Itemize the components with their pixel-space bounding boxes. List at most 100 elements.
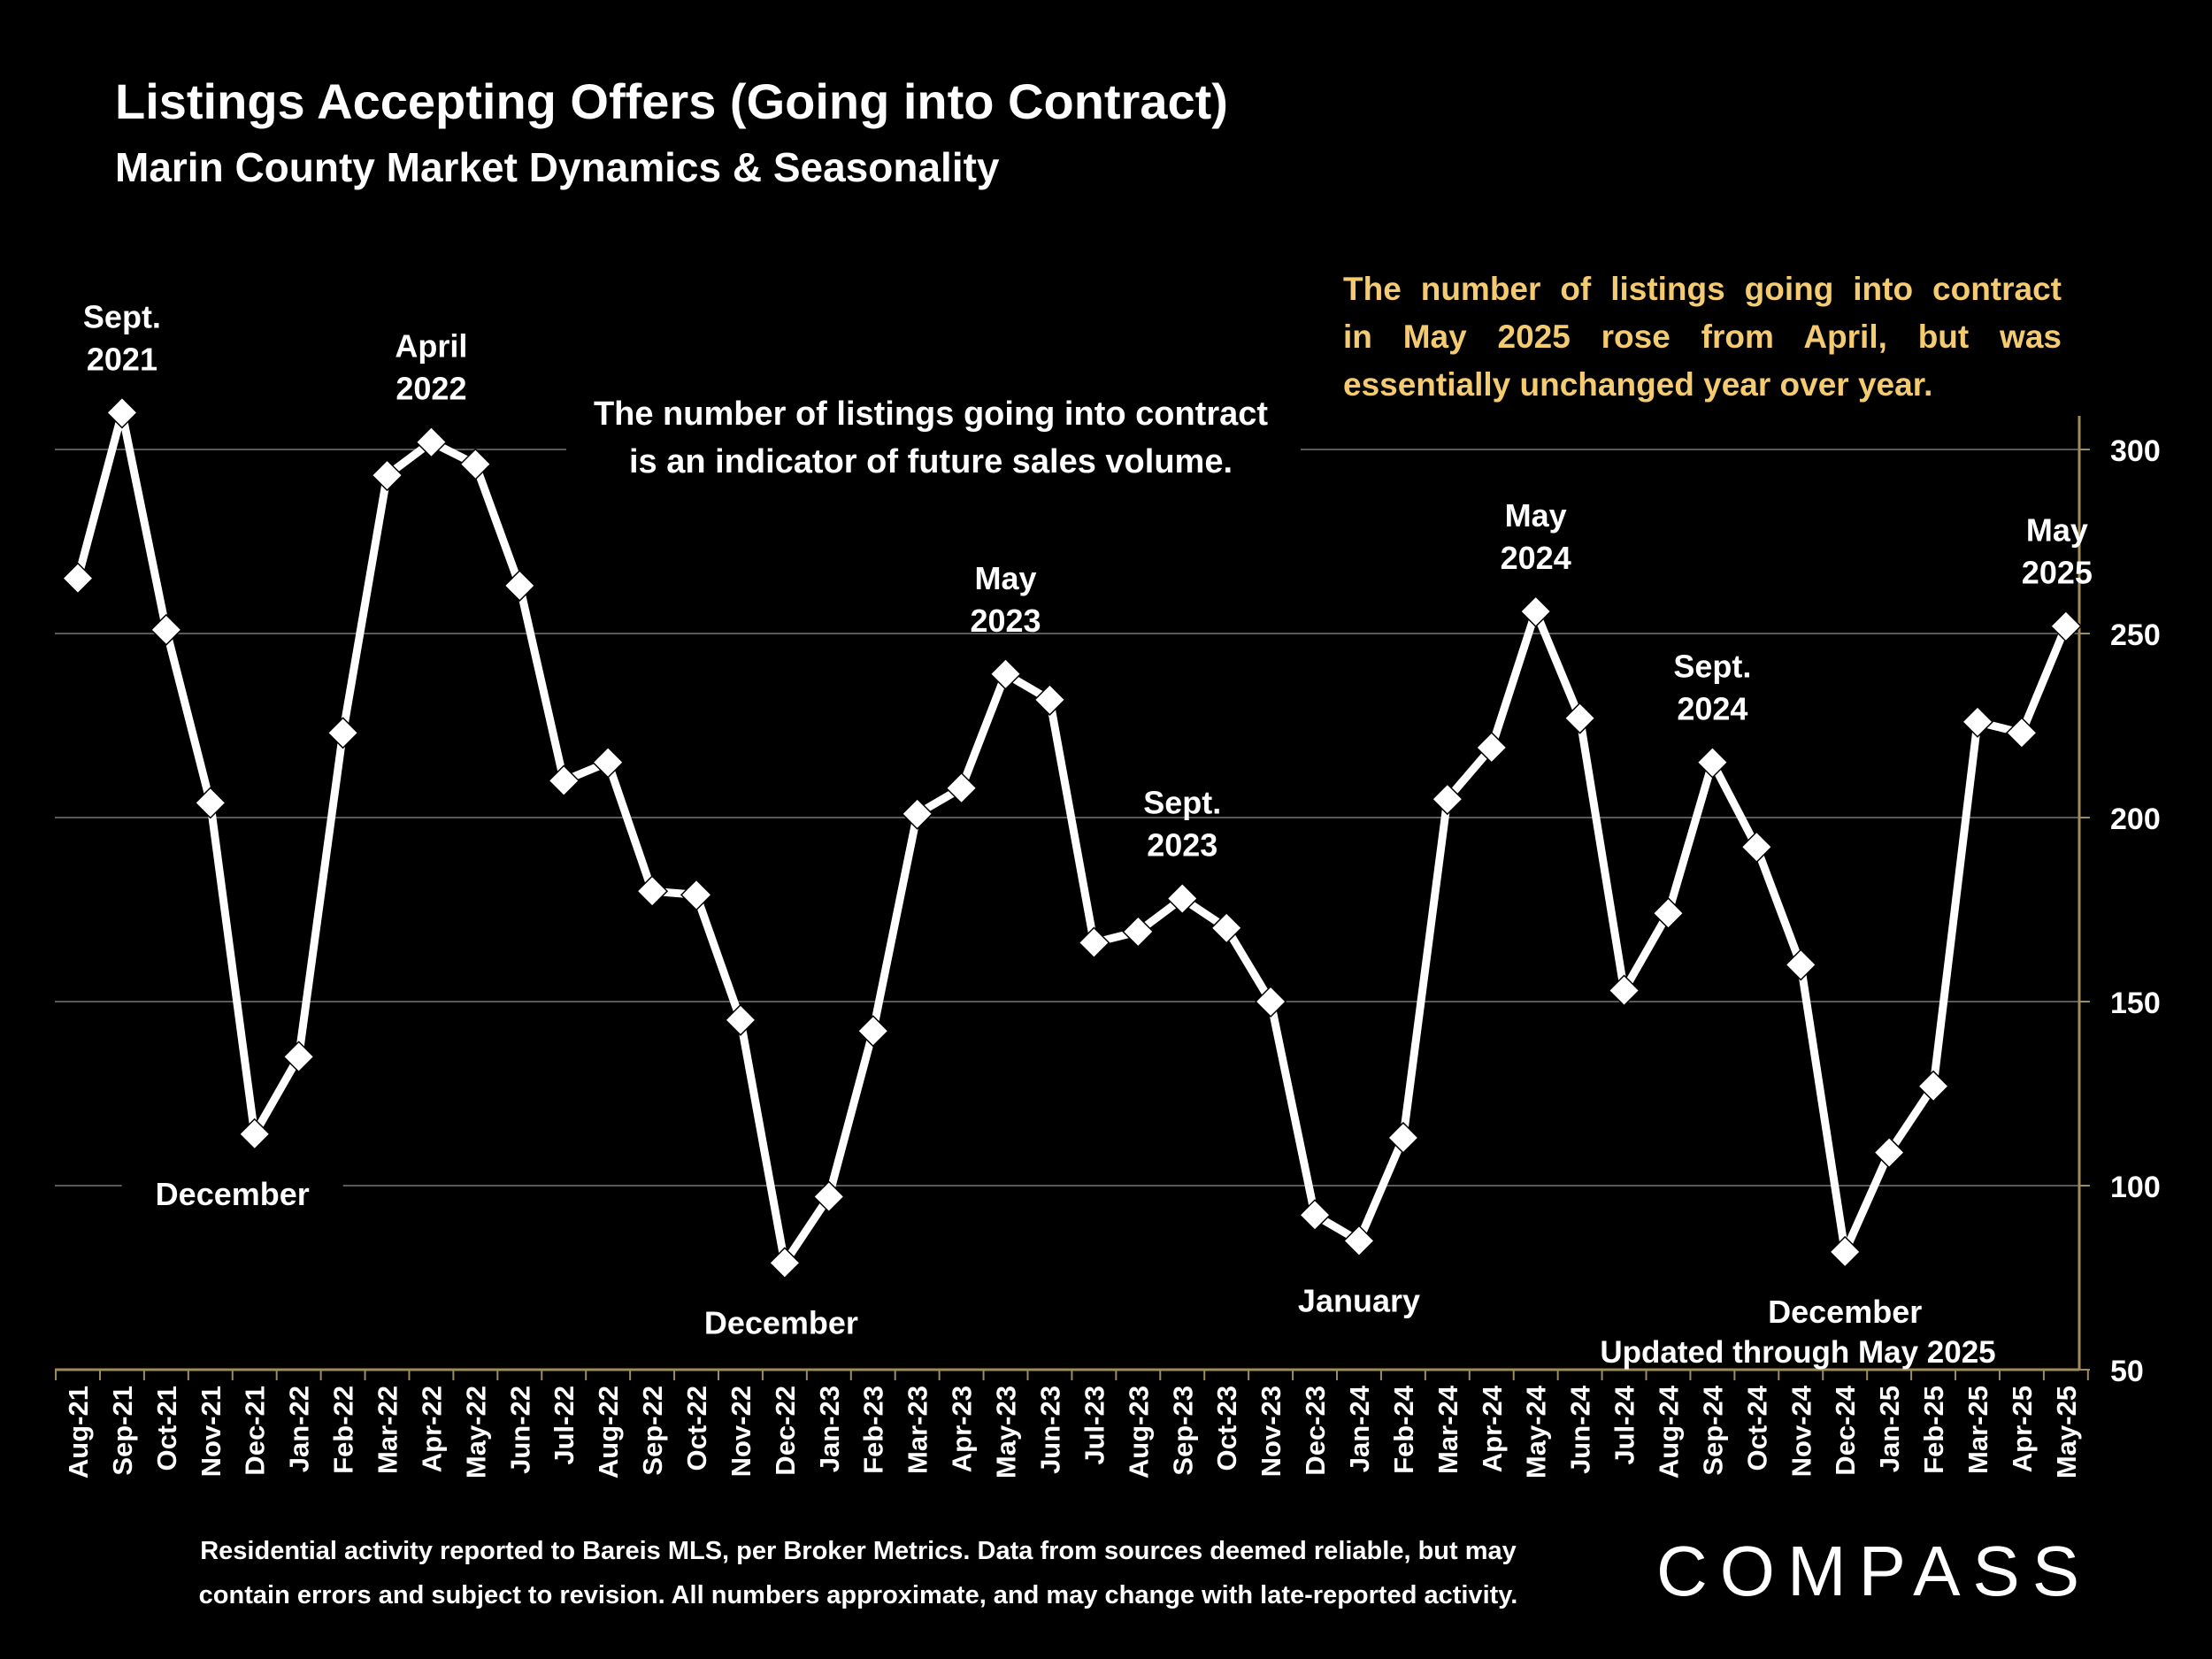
x-tick-label: May-24 <box>1521 1385 1552 1479</box>
x-tick-labels: Aug-21 Sep-21 Oct-21 Nov-21 Dec-21 Jan-22 Feb-… <box>63 1385 2082 1479</box>
annotation-label: Sept. <box>1673 649 1751 685</box>
annotation-label: 2021 <box>87 341 157 377</box>
footer-line: contain errors and subject to revision. … <box>198 1581 1518 1609</box>
x-tick-label: Feb-22 <box>328 1386 359 1474</box>
data-point-marker <box>1078 926 1110 959</box>
data-point-marker <box>194 787 227 819</box>
annotation-label: December <box>156 1176 310 1212</box>
x-tick-label: Mar-22 <box>373 1386 403 1474</box>
data-point-marker <box>945 772 978 804</box>
x-tick-label: Jun-23 <box>1034 1386 1065 1474</box>
white-commentary-line: is an indicator of future sales volume. <box>629 443 1233 480</box>
data-point-marker <box>1210 911 1243 944</box>
gold-commentary-line: in May 2025 rose from April, but was <box>1343 319 2062 355</box>
annotation-label: December <box>1768 1294 1922 1330</box>
x-tick-label: Apr-23 <box>947 1386 978 1472</box>
x-tick-label: Nov-21 <box>196 1386 227 1477</box>
data-point-marker <box>1696 746 1729 779</box>
x-tick-label: Mar-23 <box>902 1386 933 1474</box>
x-tick-label: Sep-23 <box>1167 1386 1198 1476</box>
data-point-marker <box>1873 1136 1906 1169</box>
x-tick-label: May-23 <box>991 1386 1022 1479</box>
data-point-marker <box>856 1015 889 1048</box>
x-tick-label: Dec-21 <box>240 1386 271 1476</box>
x-tick-label: Apr-22 <box>416 1386 447 1472</box>
updated-note: Updated through May 2025 <box>1600 1335 1995 1370</box>
series-path <box>73 408 2070 1267</box>
x-tick-label: Nov-24 <box>1786 1385 1816 1477</box>
data-point-marker <box>1386 1121 1419 1154</box>
x-tick-label: Nov-22 <box>726 1386 757 1477</box>
data-point-marker <box>768 1247 801 1279</box>
annotation-label: Sept. <box>1143 785 1221 821</box>
y-tick-label: 50 <box>2110 1355 2144 1388</box>
annotation-label: 2024 <box>1501 540 1571 576</box>
data-point-marker <box>592 746 625 779</box>
x-tick-label: Oct-23 <box>1211 1386 1242 1471</box>
y-tick-label: 150 <box>2110 987 2161 1020</box>
data-point-marker <box>459 448 492 480</box>
x-tick-label: Feb-23 <box>858 1386 889 1474</box>
x-tick-label: Jan-22 <box>284 1386 315 1472</box>
x-tick-label: Mar-25 <box>1962 1386 1993 1474</box>
white-commentary: The number of listings going into contra… <box>566 389 1301 495</box>
footer-disclaimer: Residential activity reported to Bareis … <box>150 1529 1566 1617</box>
y-tick-label: 250 <box>2110 618 2161 652</box>
x-tick-label: Dec-24 <box>1830 1385 1861 1475</box>
y-tick-label: 100 <box>2110 1171 2161 1204</box>
data-point-marker <box>1033 683 1066 716</box>
data-point-marker <box>150 613 182 646</box>
annotation-label: 2025 <box>2022 555 2093 591</box>
x-tick-label: Jun-22 <box>504 1386 535 1474</box>
annotation-label: May <box>2026 512 2088 549</box>
data-point-marker <box>1652 897 1685 930</box>
data-point-marker <box>1829 1235 1862 1268</box>
x-tick-label: Jul-22 <box>549 1386 580 1465</box>
annotation-label: May <box>1505 497 1567 534</box>
y-tick-labels: 50 100 150 200 250 300 <box>2110 434 2161 1388</box>
data-point-marker <box>1475 731 1508 764</box>
data-point-marker <box>1519 595 1552 628</box>
axes <box>55 416 2090 1380</box>
annotation-label: April <box>395 328 467 365</box>
x-tick-label: Aug-24 <box>1653 1385 1684 1479</box>
data-point-marker <box>1298 1199 1332 1232</box>
x-tick-label: Oct-24 <box>1741 1385 1772 1471</box>
data-point-marker <box>371 459 403 492</box>
series-markers <box>61 396 2082 1279</box>
data-point-marker <box>1961 705 1994 738</box>
data-point-marker <box>724 1003 757 1036</box>
data-point-marker <box>2049 610 2082 642</box>
data-point-marker <box>1785 949 1817 981</box>
x-tick-label: Dec-22 <box>770 1386 801 1476</box>
data-point-marker <box>989 657 1022 690</box>
data-point-marker <box>1431 783 1463 816</box>
y-tick-label: 200 <box>2110 803 2161 836</box>
annotation-label: December <box>704 1304 858 1340</box>
y-tick-label: 300 <box>2110 434 2161 468</box>
data-point-marker <box>901 797 933 830</box>
annotation-label: Sept. <box>83 298 161 334</box>
annotation-label: 2023 <box>970 603 1041 639</box>
x-tick-label: Oct-22 <box>681 1386 712 1471</box>
x-tick-label: Aug-23 <box>1123 1386 1154 1479</box>
chart-title: Listings Accepting Offers (Going into Co… <box>115 73 1228 129</box>
annotations: Sept. 2021 April 2022 December December May 202… <box>83 298 2093 1340</box>
x-tick-label: Sep-24 <box>1697 1385 1728 1475</box>
x-tick-label: Apr-24 <box>1477 1385 1508 1472</box>
compass-logo: COMPASS <box>1656 1532 2093 1610</box>
x-tick-label: Feb-25 <box>1918 1386 1949 1474</box>
x-tick-label: Feb-24 <box>1388 1385 1419 1474</box>
x-tick-label: Jan-24 <box>1344 1385 1375 1472</box>
chart-subtitle: Marin County Market Dynamics & Seasonali… <box>115 144 1000 190</box>
x-tick-label: May-25 <box>2051 1386 2082 1479</box>
data-point-marker <box>282 1041 315 1073</box>
data-point-marker <box>503 569 536 602</box>
annotation-label: 2022 <box>396 371 466 407</box>
x-tick-label: Sep-22 <box>637 1386 668 1476</box>
gridlines <box>55 449 2079 1187</box>
data-point-marker <box>1166 882 1199 915</box>
annotation-label: May <box>975 560 1037 596</box>
data-point-marker <box>1563 702 1596 734</box>
data-point-marker <box>105 396 138 429</box>
